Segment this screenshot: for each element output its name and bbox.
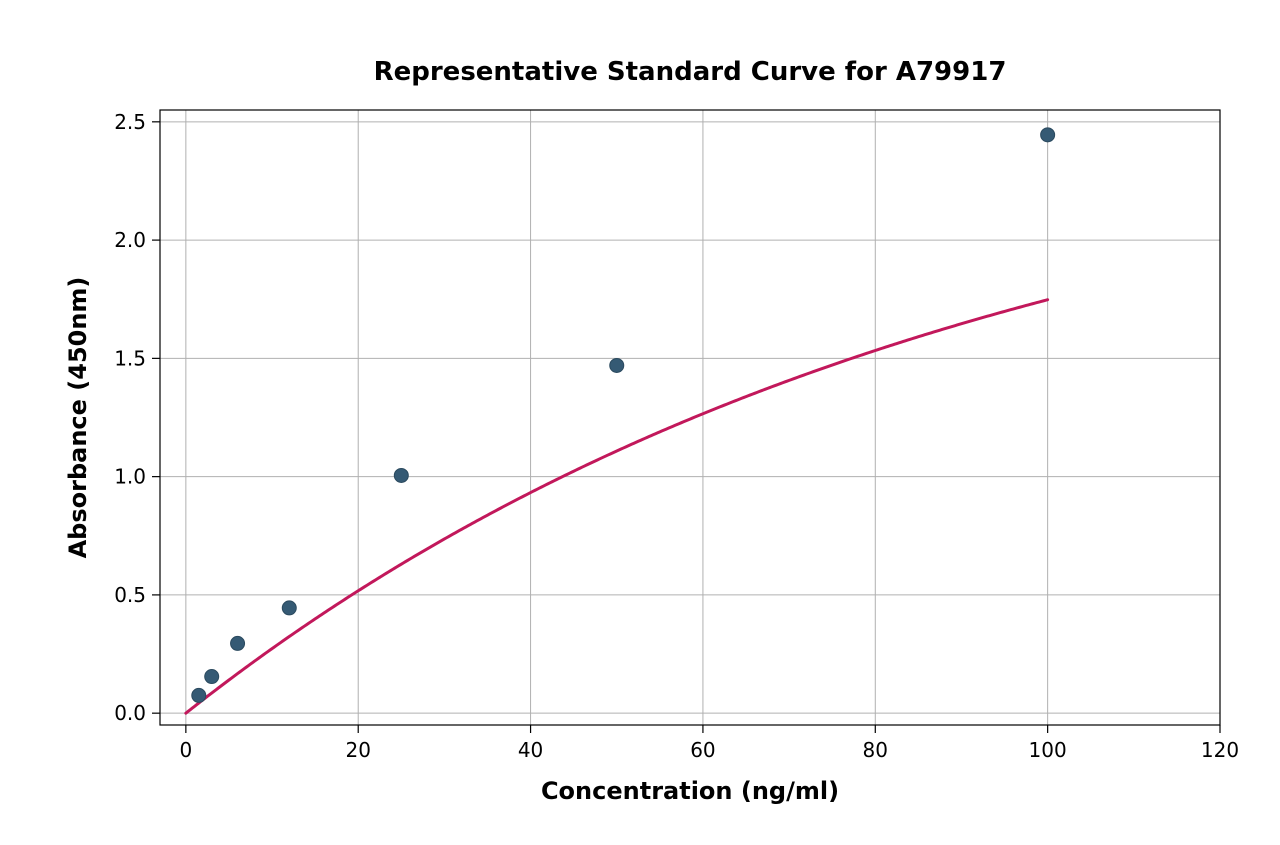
y-axis-label: Absorbance (450nm): [64, 277, 92, 559]
x-tick-label: 80: [863, 738, 888, 762]
data-point: [205, 670, 219, 684]
x-axis-label: Concentration (ng/ml): [541, 777, 839, 805]
x-tick-label: 0: [179, 738, 192, 762]
x-tick-label: 120: [1201, 738, 1239, 762]
standard-curve-chart: 0 20 40 60 80 100 120 0.0 0.5 1.0 1.5 2.0 2.5 Concent…: [0, 0, 1280, 845]
x-tick-label: 20: [345, 738, 370, 762]
data-point: [610, 358, 624, 372]
chart-title: Representative Standard Curve for A79917: [374, 57, 1007, 87]
data-point: [1041, 128, 1055, 142]
x-tick-label: 100: [1029, 738, 1067, 762]
data-point: [231, 636, 245, 650]
x-tick-label: 60: [690, 738, 715, 762]
y-tick-label: 0.0: [114, 701, 146, 725]
y-tick-label: 2.5: [114, 110, 146, 134]
data-point: [282, 601, 296, 615]
y-tick-label: 1.0: [114, 465, 146, 489]
x-tick-label: 40: [518, 738, 543, 762]
chart-container: 0 20 40 60 80 100 120 0.0 0.5 1.0 1.5 2.0 2.5 Concent…: [0, 0, 1280, 845]
y-tick-label: 0.5: [114, 583, 146, 607]
y-tick-label: 2.0: [114, 228, 146, 252]
y-tick-label: 1.5: [114, 346, 146, 370]
data-point: [394, 468, 408, 482]
data-point: [192, 688, 206, 702]
